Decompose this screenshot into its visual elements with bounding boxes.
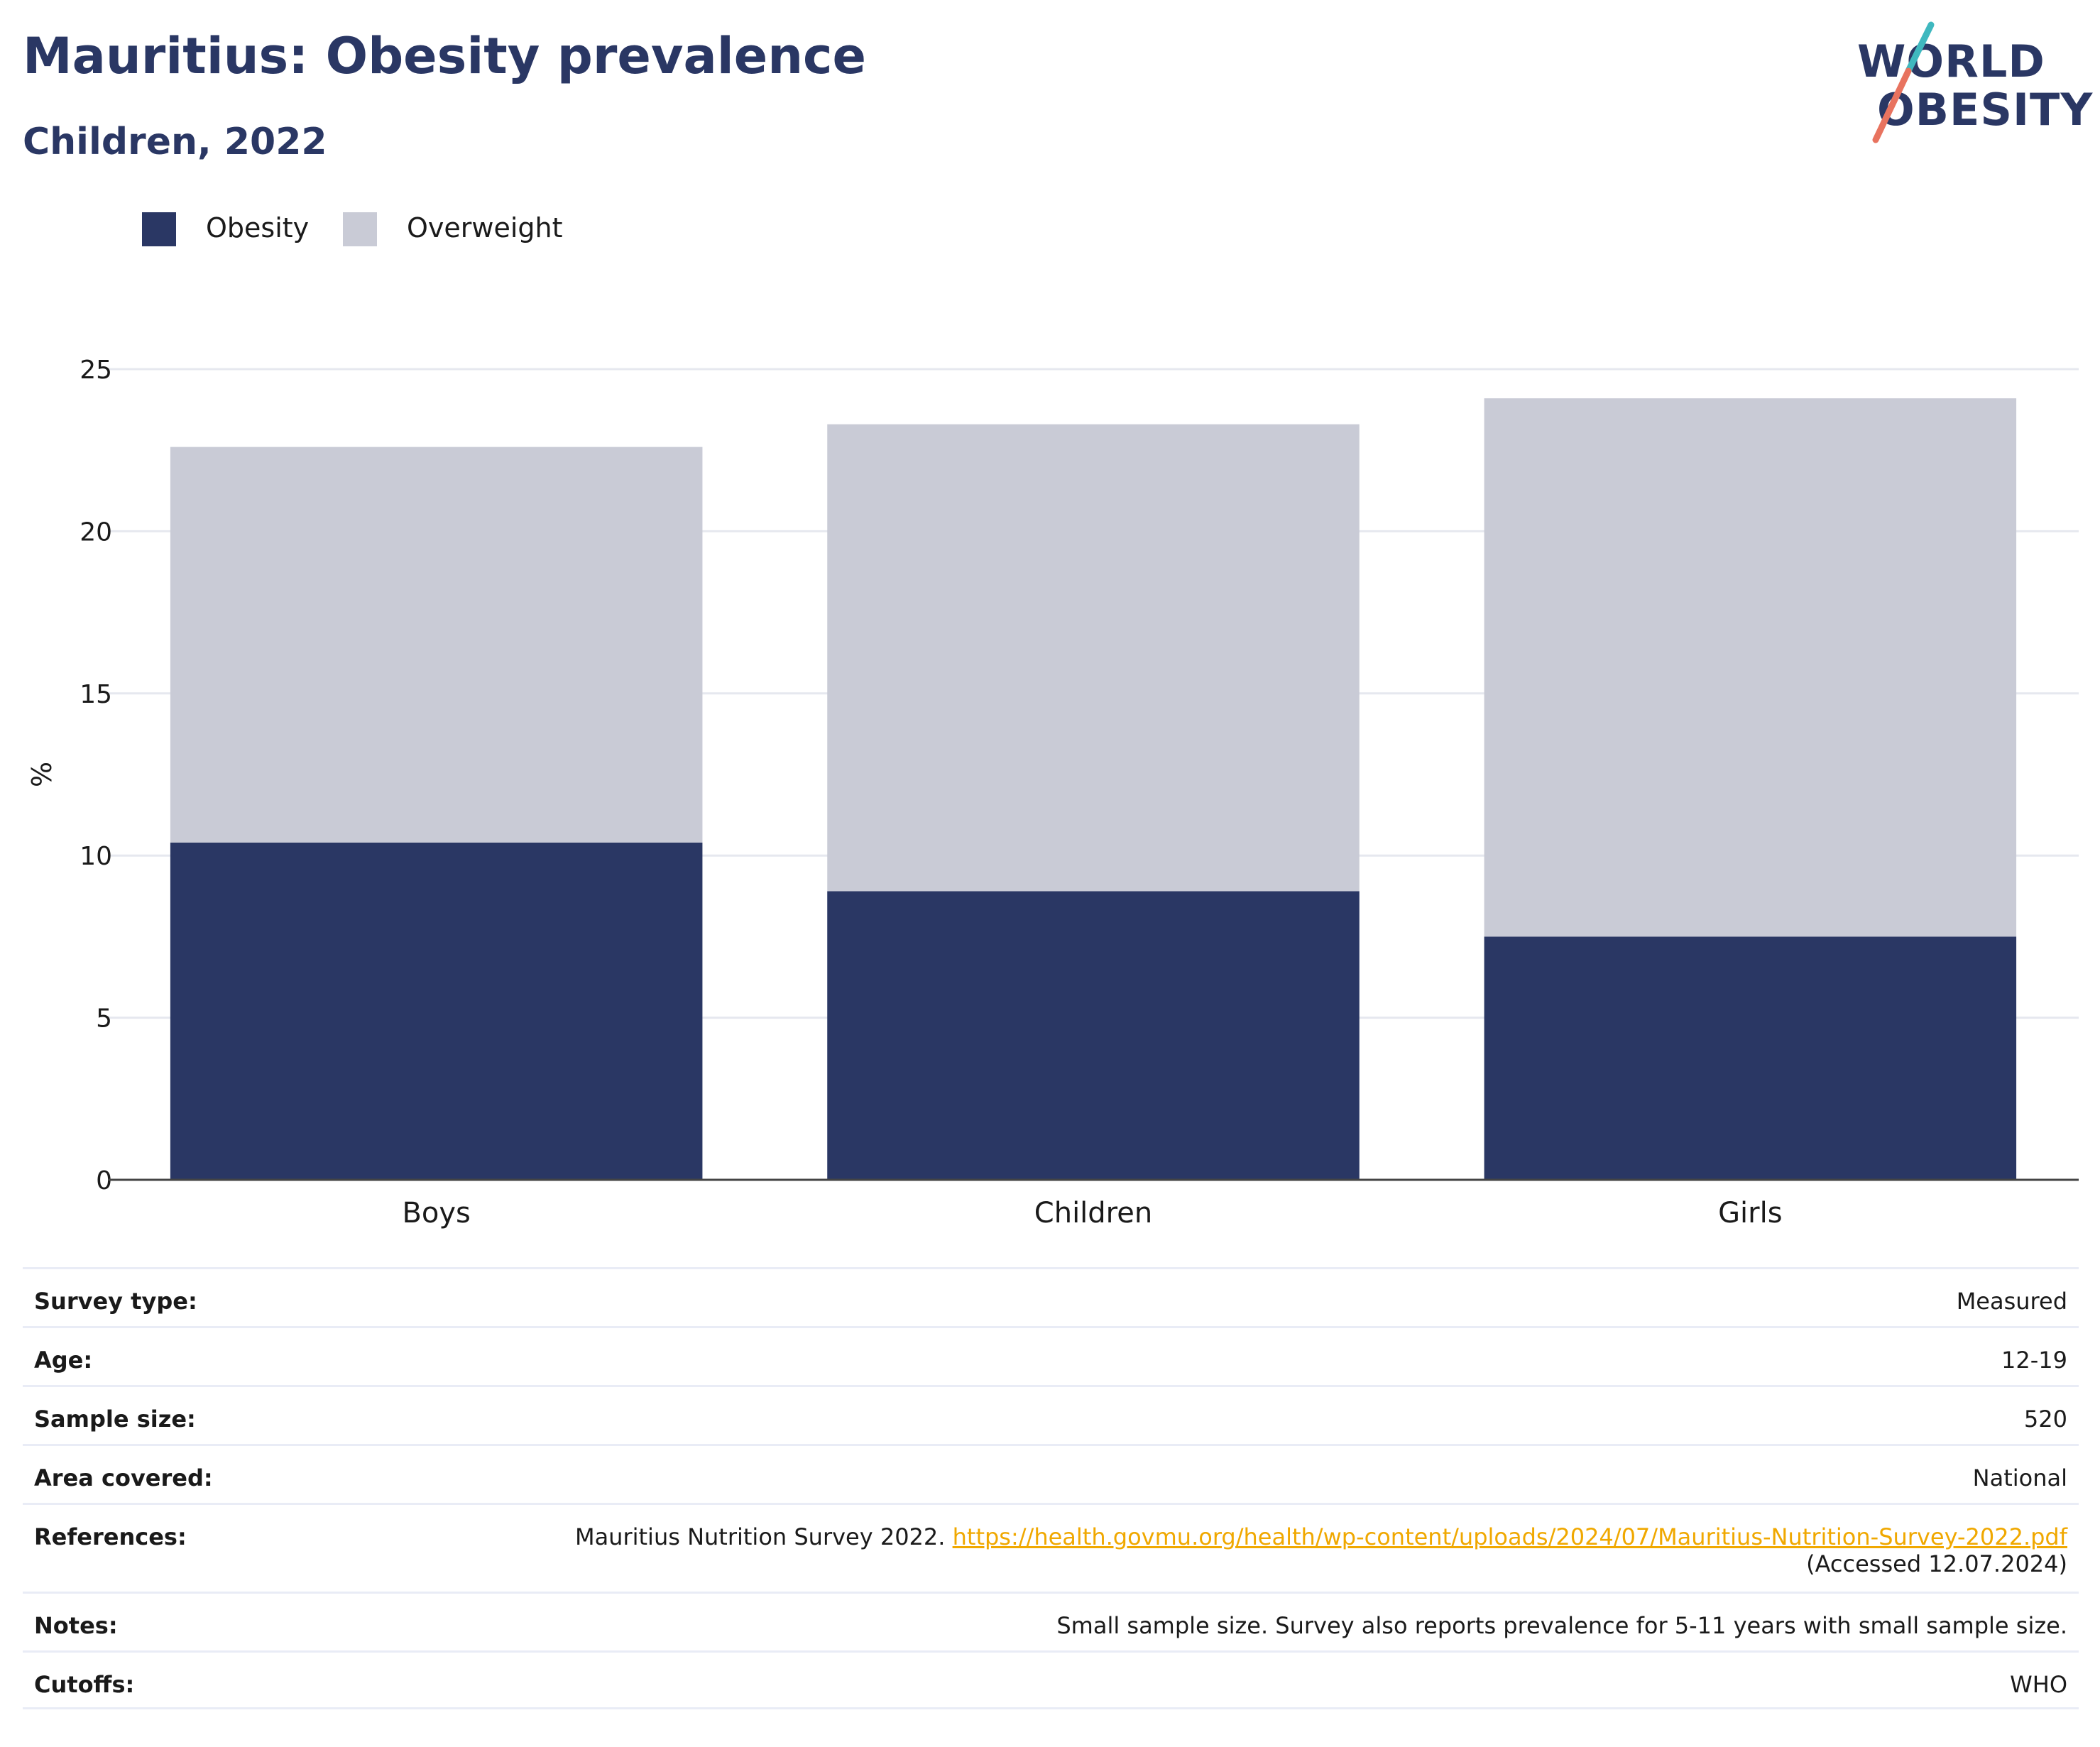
info-label-cutoffs: Cutoffs: (34, 1671, 135, 1698)
info-label-sample-size: Sample size: (34, 1406, 196, 1433)
info-label-references: References: (34, 1523, 187, 1550)
info-value-age: 12-19 (2001, 1347, 2067, 1374)
bar-obesity-boys (170, 842, 703, 1180)
bar-overweight-boys (170, 447, 703, 843)
chart-subtitle: Children, 2022 (23, 121, 327, 163)
world-obesity-logo: WORLD OBESITY (1846, 18, 2092, 153)
info-label-survey-type: Survey type: (34, 1288, 197, 1315)
info-row-survey-type: Survey type: Measured (23, 1267, 2079, 1326)
info-value-references: Mauritius Nutrition Survey 2022. https:/… (575, 1523, 2067, 1577)
y-tick-label: 5 (96, 1004, 112, 1034)
info-value-cutoffs: WHO (2010, 1671, 2067, 1698)
legend-label-obesity: Obesity (206, 212, 310, 243)
bar-overweight-girls (1484, 398, 2017, 937)
info-label-area-covered: Area covered: (34, 1464, 213, 1491)
survey-info-table: Survey type: Measured Age: 12-19 Sample … (23, 1267, 2079, 1709)
x-tick-label: Girls (1718, 1197, 1783, 1230)
info-row-sample-size: Sample size: 520 (23, 1385, 2079, 1444)
bar-overweight-children (827, 424, 1360, 892)
info-value-sample-size: 520 (2023, 1406, 2067, 1433)
y-tick-label: 10 (80, 842, 112, 871)
bar-obesity-children (827, 891, 1360, 1180)
info-row-references: References: Mauritius Nutrition Survey 2… (23, 1503, 2079, 1592)
x-tick-label: Children (1034, 1197, 1152, 1230)
info-value-notes: Small sample size. Survey also reports p… (1056, 1612, 2067, 1639)
logo-slash-icon (1872, 21, 1935, 143)
reference-accessed: (Accessed 12.07.2024) (1806, 1550, 2067, 1577)
bar-obesity-girls (1484, 936, 2017, 1180)
info-row-cutoffs: Cutoffs: WHO (23, 1650, 2079, 1709)
x-tick-label: Boys (402, 1197, 470, 1230)
legend-label-overweight: Overweight (407, 212, 563, 243)
info-value-area-covered: National (1972, 1464, 2067, 1491)
reference-text: Mauritius Nutrition Survey 2022. (574, 1523, 946, 1550)
info-row-age: Age: 12-19 (23, 1326, 2079, 1385)
bar-chart: 0 5 10 15 20 25% Boys Children Girls (26, 356, 2079, 1230)
y-tick-label: 0 (96, 1166, 112, 1195)
info-value-survey-type: Measured (1956, 1288, 2067, 1315)
reference-link[interactable]: https://health.govmu.org/health/wp-conte… (952, 1523, 2067, 1550)
y-tick-label: 15 (80, 680, 112, 709)
y-tick-label: 25 (80, 356, 112, 385)
y-tick-label: 20 (80, 517, 112, 547)
info-label-notes: Notes: (34, 1612, 118, 1639)
legend-swatch-overweight (343, 212, 377, 246)
info-row-notes: Notes: Small sample size. Survey also re… (23, 1592, 2079, 1650)
logo-word-world: WORLD (1857, 35, 2045, 87)
chart-title: Mauritius: Obesity prevalence (23, 27, 867, 85)
info-label-age: Age: (34, 1347, 93, 1374)
info-row-area-covered: Area covered: National (23, 1444, 2079, 1503)
y-axis-label: % (26, 762, 58, 787)
legend-swatch-obesity (142, 212, 176, 246)
logo-word-obesity: OBESITY (1877, 84, 2094, 136)
